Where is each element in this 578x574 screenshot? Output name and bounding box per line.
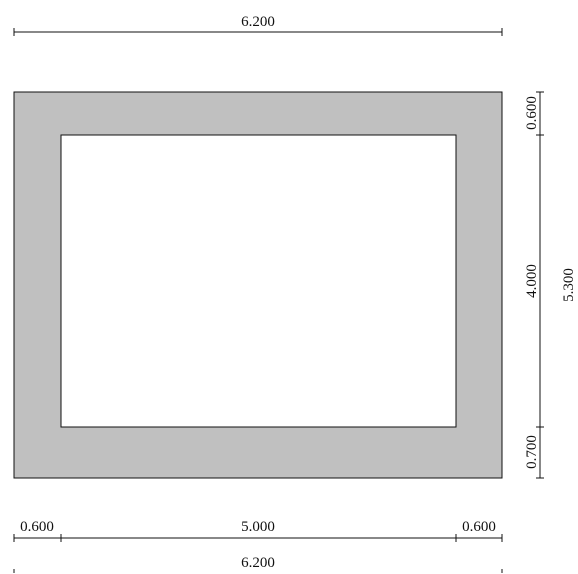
top-overall-width-label: 6.200	[241, 14, 275, 30]
right-bottom-wall-label: 0.700	[524, 435, 540, 469]
bottom-overall-width-label: 6.200	[241, 555, 275, 571]
right-top-wall-label: 0.600	[524, 96, 540, 130]
section-opening	[60, 134, 457, 428]
right-opening-label: 4.000	[524, 264, 540, 298]
bottom-overall-dimension	[13, 569, 503, 573]
bottom-opening-label: 5.000	[241, 519, 275, 535]
bottom-left-wall-label: 0.600	[20, 519, 54, 535]
top-dimension	[13, 28, 503, 36]
bottom-component-dimension	[13, 534, 503, 542]
right-overall-height-label: 5.300	[561, 268, 577, 302]
right-component-dimension	[536, 91, 544, 479]
bottom-right-wall-label: 0.600	[462, 519, 496, 535]
